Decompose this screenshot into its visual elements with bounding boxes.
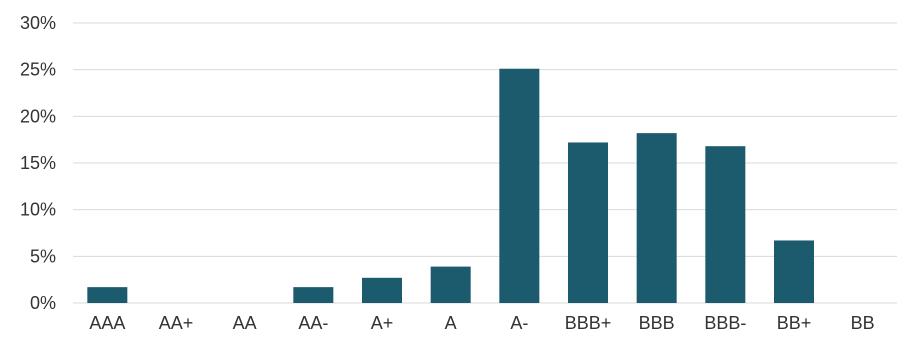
x-tick-label: AA+ [159,313,194,333]
x-tick-label: A- [510,313,528,333]
bar-a-minus [499,68,540,303]
bars [87,68,814,303]
bar-bb-plus [774,240,814,303]
y-tick-label: 0% [30,293,56,313]
bar-aaa [87,287,128,303]
x-tick-label: BBB- [704,313,746,333]
y-tick-label: 30% [20,13,56,33]
bar-a-plus [362,277,402,303]
x-tick-label: AA- [298,313,328,333]
x-tick-label: BBB+ [565,313,612,333]
bar-aa-minus [293,287,334,303]
x-tick-label: BB+ [777,313,812,333]
bar-bbb [636,133,677,303]
x-tick-label: BBB [639,313,675,333]
y-axis-tick-labels: 0% 5% 10% 15% 20% 25% 30% [20,13,56,313]
y-tick-label: 20% [20,106,56,126]
x-tick-label: A+ [371,313,394,333]
bar-bbb-minus [705,146,746,303]
x-tick-label: AA [233,313,257,333]
x-tick-label: A [445,313,457,333]
y-tick-label: 10% [20,200,56,220]
x-axis-tick-labels: AAA AA+ AA AA- A+ A A- BBB+ BBB BBB- BB+ BB [89,313,874,333]
bar-a [430,266,471,303]
x-tick-label: AAA [89,313,125,333]
x-tick-label: BB [851,313,875,333]
bar-bbb-plus [568,142,608,303]
gridlines [73,22,897,304]
y-tick-label: 5% [30,246,56,266]
y-tick-label: 15% [20,153,56,173]
y-tick-label: 25% [20,60,56,80]
